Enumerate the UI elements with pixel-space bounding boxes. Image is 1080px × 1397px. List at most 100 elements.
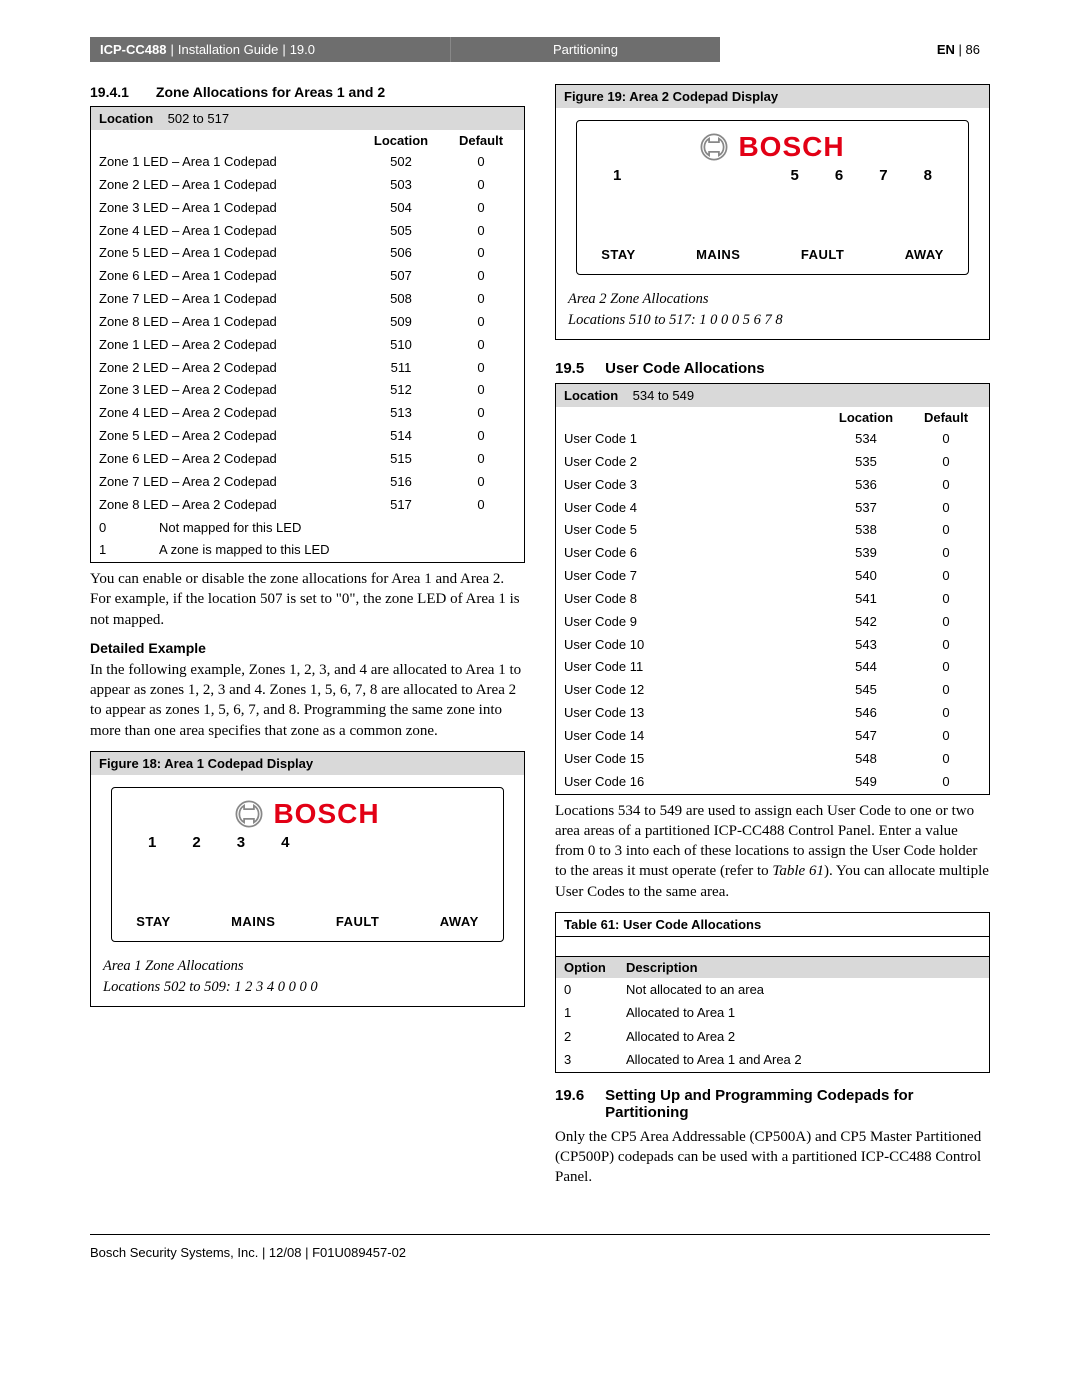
- zone-number: 7: [871, 167, 895, 189]
- table-columns: Location Default: [91, 130, 524, 151]
- product-code: ICP-CC488: [100, 42, 166, 57]
- zone-number: [318, 834, 342, 856]
- table-location-header: Location 534 to 549: [556, 384, 989, 407]
- zone-allocations-table: Location 502 to 517 Location Default Zon…: [90, 106, 525, 563]
- cell-desc: User Code 3: [564, 476, 821, 495]
- header-left: ICP-CC488 | Installation Guide | 19.0: [90, 37, 450, 62]
- cell-desc: Zone 6 LED – Area 2 Codepad: [99, 450, 356, 469]
- cell-desc: Zone 2 LED – Area 1 Codepad: [99, 176, 356, 195]
- codepad-word: FAULT: [801, 247, 844, 262]
- table-columns: Option Description: [556, 957, 989, 978]
- table-61: Table 61: User Code Allocations Option D…: [555, 912, 990, 1073]
- cell-location: 516: [356, 473, 446, 492]
- heading-19-6: 19.6 Setting Up and Programming Codepads…: [555, 1087, 990, 1121]
- table-row: User Code 25350: [556, 451, 989, 474]
- zone-number: 3: [229, 834, 253, 856]
- bosch-logo-icon: [700, 133, 728, 161]
- cell-location: 544: [821, 658, 911, 677]
- caption-line: Locations 502 to 509: 1 2 3 4 0 0 0 0: [103, 977, 512, 998]
- cell-desc: Zone 2 LED – Area 2 Codepad: [99, 359, 356, 378]
- cell-location: 541: [821, 590, 911, 609]
- zone-number: [694, 167, 718, 189]
- page: ICP-CC488 | Installation Guide | 19.0 Pa…: [0, 0, 1080, 1290]
- cell-location: 512: [356, 381, 446, 400]
- codepad-display: BOSCH 1 5678 STAYMAINSFAULTAWAY: [576, 120, 969, 275]
- codepad-display: BOSCH 1234 STAYMAINSFAULTAWAY: [111, 787, 504, 942]
- header-right: EN | 86: [720, 37, 990, 62]
- table-row: Zone 2 LED – Area 1 Codepad5030: [91, 174, 524, 197]
- table-ref: Table 61: [772, 863, 824, 879]
- cell-description: Not allocated to an area: [626, 980, 764, 1000]
- cell-location: 513: [356, 404, 446, 423]
- caption-line: Locations 510 to 517: 1 0 0 0 5 6 7 8: [568, 310, 977, 331]
- cell-location: 538: [821, 521, 911, 540]
- cell-location: 507: [356, 267, 446, 286]
- cell-desc: Zone 3 LED – Area 1 Codepad: [99, 199, 356, 218]
- bosch-logo-row: BOSCH: [577, 131, 968, 163]
- table-row: User Code 145470: [556, 725, 989, 748]
- cell-desc: User Code 4: [564, 499, 821, 518]
- table-row: User Code 165490: [556, 771, 989, 794]
- heading-19-4-1: 19.4.1 Zone Allocations for Areas 1 and …: [90, 84, 525, 100]
- cell-option: 1: [564, 1003, 626, 1023]
- revision: 19.0: [290, 42, 315, 57]
- cell-location: 511: [356, 359, 446, 378]
- cell-location: 504: [356, 199, 446, 218]
- cell-default: 0: [446, 427, 516, 446]
- table-row: Zone 5 LED – Area 1 Codepad5060: [91, 242, 524, 265]
- location-label: Location: [564, 388, 618, 403]
- cell-location: 509: [356, 313, 446, 332]
- table-row: Zone 3 LED – Area 2 Codepad5120: [91, 379, 524, 402]
- cell-default: 0: [446, 404, 516, 423]
- heading-number: 19.4.1: [90, 84, 152, 100]
- cell-location: 549: [821, 773, 911, 792]
- table-row: User Code 155480: [556, 748, 989, 771]
- cell-default: 0: [446, 176, 516, 195]
- figure-18: Figure 18: Area 1 Codepad Display BOSCH …: [90, 751, 525, 1007]
- detailed-example-heading: Detailed Example: [90, 640, 525, 656]
- cell-default: 0: [446, 381, 516, 400]
- legend-key: 1: [99, 541, 159, 560]
- table-body: User Code 15340User Code 25350User Code …: [556, 428, 989, 794]
- zone-number: 6: [827, 167, 851, 189]
- codepad-word: AWAY: [440, 914, 479, 929]
- cell-default: 0: [911, 544, 981, 563]
- table-row: Zone 2 LED – Area 2 Codepad5110: [91, 357, 524, 380]
- codepad-word: STAY: [601, 247, 636, 262]
- zone-number: [451, 834, 475, 856]
- cell-desc: User Code 11: [564, 658, 821, 677]
- zone-number: [406, 834, 430, 856]
- zone-number: 5: [783, 167, 807, 189]
- figure-caption: Area 2 Zone Allocations Locations 510 to…: [556, 287, 989, 339]
- divider: |: [170, 42, 173, 57]
- figure-title: Figure 18: Area 1 Codepad Display: [91, 752, 524, 775]
- zone-number: 1: [605, 167, 629, 189]
- cell-location: 535: [821, 453, 911, 472]
- codepad-word: MAINS: [231, 914, 275, 929]
- cell-desc: Zone 4 LED – Area 2 Codepad: [99, 404, 356, 423]
- figure-title: Figure 19: Area 2 Codepad Display: [556, 85, 989, 108]
- table-row: 1Allocated to Area 1: [556, 1001, 989, 1025]
- table-row: User Code 115440: [556, 656, 989, 679]
- col-description: Description: [626, 960, 698, 975]
- paragraph: You can enable or disable the zone alloc…: [90, 569, 525, 630]
- cell-desc: User Code 1: [564, 430, 821, 449]
- heading-title: Setting Up and Programming Codepads for …: [605, 1087, 945, 1121]
- table-body: Zone 1 LED – Area 1 Codepad5020Zone 2 LE…: [91, 151, 524, 517]
- cell-default: 0: [446, 496, 516, 515]
- cell-default: 0: [911, 476, 981, 495]
- table-row: Zone 8 LED – Area 2 Codepad5170: [91, 494, 524, 517]
- paragraph: Locations 534 to 549 are used to assign …: [555, 801, 990, 902]
- table-row: User Code 55380: [556, 519, 989, 542]
- cell-desc: Zone 8 LED – Area 2 Codepad: [99, 496, 356, 515]
- right-column: Figure 19: Area 2 Codepad Display BOSCH …: [555, 84, 990, 1198]
- cell-option: 3: [564, 1050, 626, 1070]
- left-column: 19.4.1 Zone Allocations for Areas 1 and …: [90, 84, 525, 1198]
- paragraph: Only the CP5 Area Addressable (CP500A) a…: [555, 1127, 990, 1188]
- cell-option: 2: [564, 1027, 626, 1047]
- cell-default: 0: [446, 290, 516, 309]
- col-location: Location: [821, 410, 911, 425]
- figure-caption: Area 1 Zone Allocations Locations 502 to…: [91, 954, 524, 1006]
- cell-default: 0: [446, 244, 516, 263]
- cell-desc: Zone 3 LED – Area 2 Codepad: [99, 381, 356, 400]
